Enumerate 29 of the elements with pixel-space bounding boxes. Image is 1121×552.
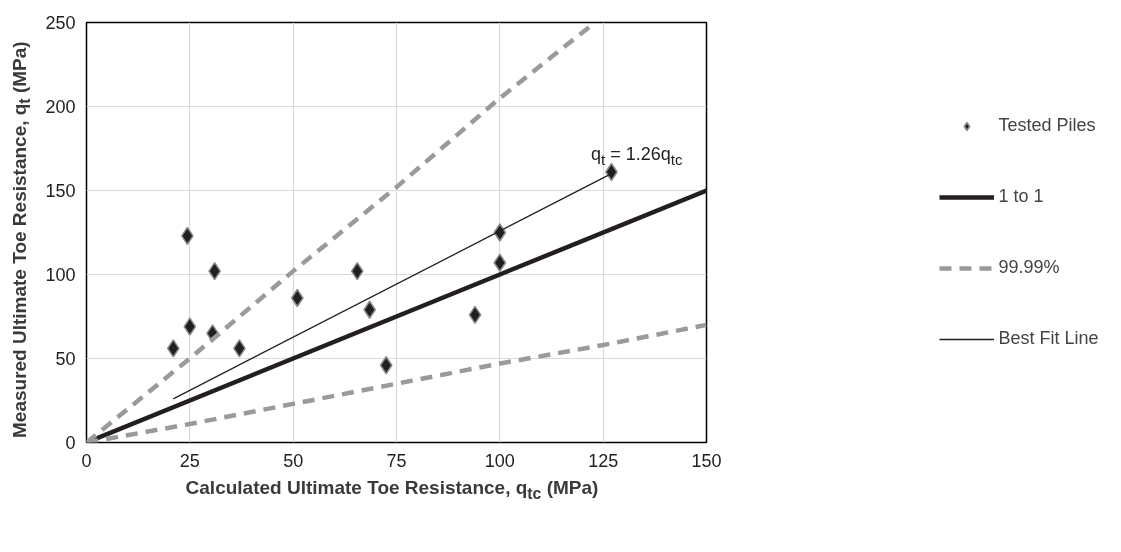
- legend-label: 1 to 1: [998, 186, 1044, 207]
- point: [350, 261, 364, 281]
- point: [166, 339, 180, 358]
- y-tick-label: 200: [45, 97, 76, 117]
- y-tick-label: 250: [45, 13, 76, 33]
- legend-label: 99.99%: [998, 257, 1060, 278]
- x-tick-label: 100: [484, 450, 515, 471]
- point: [183, 317, 197, 336]
- point: [468, 305, 482, 325]
- point: [363, 300, 377, 320]
- annotation: q$_{t}$ = 1.26q$_{tc}$: [591, 143, 683, 170]
- y-tick-label: 0: [65, 433, 76, 453]
- x-tick-label: 75: [386, 450, 407, 471]
- x-tick-label: 150: [691, 450, 722, 471]
- x-tick-label: 125: [588, 450, 619, 471]
- y-tick-label: 100: [45, 265, 76, 285]
- point: [379, 355, 393, 375]
- y-tick-label: 50: [55, 349, 76, 369]
- y-tick-label: 150: [45, 181, 76, 201]
- x-tick-label: 25: [179, 450, 200, 471]
- legend-label: Tested Piles: [998, 115, 1096, 136]
- x-axis-title: Calculated Ultimate Toe Resistance, q$_{tc}$ (MPa): [185, 476, 599, 504]
- x-tick-label: 50: [283, 450, 304, 471]
- legend-label: Best Fit Line: [998, 328, 1099, 349]
- point: [493, 253, 507, 272]
- point: [208, 261, 222, 281]
- point: [290, 288, 304, 308]
- x-tick-label: 0: [81, 450, 92, 471]
- point: [180, 226, 194, 246]
